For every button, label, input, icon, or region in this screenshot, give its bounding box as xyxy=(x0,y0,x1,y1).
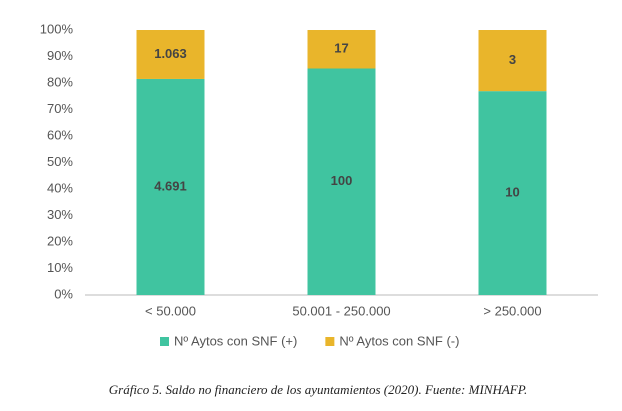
x-tick-label: 50.001 - 250.000 xyxy=(292,303,390,318)
caption: Gráfico 5. Saldo no financiero de los ay… xyxy=(109,382,527,397)
x-tick-label: < 50.000 xyxy=(145,303,196,318)
bar-segment xyxy=(307,68,376,295)
legend-label: Nº Aytos con SNF (+) xyxy=(174,333,297,348)
y-tick-label: 0% xyxy=(54,286,73,301)
bar-segment xyxy=(478,30,547,92)
legend-label: Nº Aytos con SNF (-) xyxy=(339,333,459,348)
data-label: 100 xyxy=(331,173,353,188)
y-tick-label: 40% xyxy=(47,180,73,195)
y-tick-label: 30% xyxy=(47,207,73,222)
x-tick-label: > 250.000 xyxy=(483,303,541,318)
data-label: 1.063 xyxy=(154,46,187,61)
bar-segment xyxy=(307,30,376,69)
legend-swatch xyxy=(160,337,169,346)
bar-segment xyxy=(136,78,205,295)
y-tick-label: 20% xyxy=(47,233,73,248)
y-tick-label: 70% xyxy=(47,101,73,116)
data-label: 3 xyxy=(509,52,516,67)
data-label: 10 xyxy=(505,185,519,200)
y-tick-label: 100% xyxy=(40,21,74,36)
y-tick-label: 60% xyxy=(47,127,73,142)
legend-swatch xyxy=(325,337,335,346)
bar-segment xyxy=(478,91,547,296)
y-tick-label: 90% xyxy=(47,48,73,63)
y-tick-label: 80% xyxy=(47,74,73,89)
data-label: 4.691 xyxy=(154,178,187,193)
y-tick-label: 10% xyxy=(47,260,73,275)
bar-segment xyxy=(136,30,205,79)
data-label: 17 xyxy=(334,41,348,56)
y-tick-label: 50% xyxy=(47,154,73,169)
